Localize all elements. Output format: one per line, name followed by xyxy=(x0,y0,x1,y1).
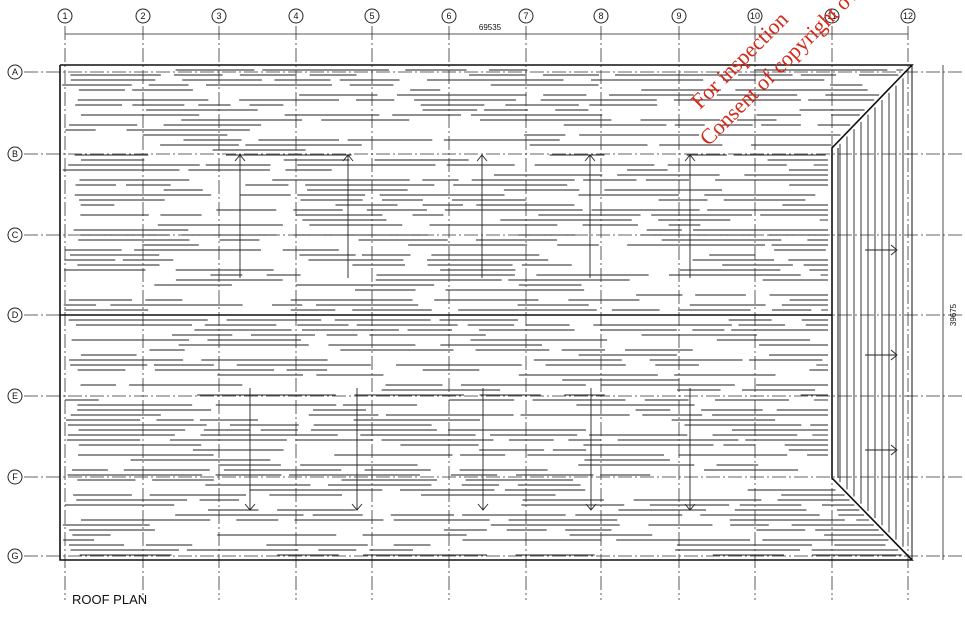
column-label: 9 xyxy=(676,11,681,21)
row-label: C xyxy=(12,230,19,240)
column-label: 3 xyxy=(216,11,221,21)
drawing-title: ROOF PLAN xyxy=(72,592,147,607)
row-label: E xyxy=(12,391,18,401)
roof-edge xyxy=(60,65,912,560)
column-label: 7 xyxy=(523,11,528,21)
column-label: 2 xyxy=(140,11,145,21)
column-label: 12 xyxy=(903,11,913,21)
column-label: 6 xyxy=(446,11,451,21)
row-label: A xyxy=(12,67,18,77)
column-label: 8 xyxy=(598,11,603,21)
column-label: 4 xyxy=(293,11,298,21)
column-label: 5 xyxy=(369,11,374,21)
roof-plan-drawing: 123456789101112ABCDEFG 69535 39675 ROOF … xyxy=(0,0,965,618)
row-label: G xyxy=(11,551,18,561)
column-label: 1 xyxy=(62,11,67,21)
row-label: B xyxy=(12,149,18,159)
slope-arrows xyxy=(235,155,897,510)
dimension-width: 39675 xyxy=(949,303,958,326)
dimension-length: 69535 xyxy=(479,23,502,32)
column-label: 10 xyxy=(750,11,760,21)
row-label: F xyxy=(12,472,18,482)
row-label: D xyxy=(12,310,19,320)
roof-outline xyxy=(60,65,912,560)
